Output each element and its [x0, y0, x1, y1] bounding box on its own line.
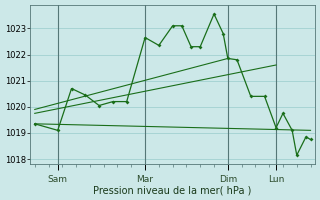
X-axis label: Pression niveau de la mer( hPa ): Pression niveau de la mer( hPa ) [93, 185, 252, 195]
